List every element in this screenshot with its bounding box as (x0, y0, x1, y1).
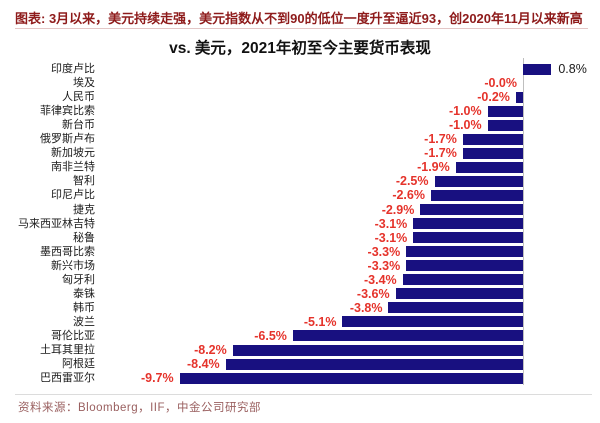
category-label: 人民币 (62, 91, 95, 104)
value-label: -2.6% (392, 188, 425, 203)
category-label: 韩币 (73, 301, 95, 314)
category-label: 捷克 (73, 203, 95, 216)
value-label: -3.4% (363, 272, 397, 287)
value-bar (388, 302, 523, 314)
value-label: -1.0% (448, 118, 482, 133)
value-label: -3.3% (367, 258, 401, 273)
category-label: 新兴市场 (51, 259, 95, 272)
source-note: 资料来源：Bloomberg，IIF，中金公司研究部 (18, 402, 262, 414)
value-label: -1.7% (424, 146, 457, 161)
value-bar (232, 344, 523, 356)
value-bar (487, 105, 523, 117)
plot-area: 印度卢比 0.8% 埃及 -0.0% 人民币 -0.2% 菲律宾比索 -1.0% 新台币 -1.0… (0, 58, 600, 386)
category-label: 泰铢 (73, 287, 95, 300)
category-label: 埃及 (73, 77, 95, 90)
value-label: -5.1% (303, 314, 337, 329)
value-label: -3.1% (374, 230, 408, 245)
value-bar (342, 316, 523, 328)
chart-title: vs. 美元，2021年初至今主要货币表现 (169, 40, 431, 57)
value-bar (292, 330, 523, 342)
value-bar (402, 274, 523, 286)
value-label: -9.7% (140, 371, 174, 386)
value-bar (420, 204, 523, 215)
value-label: 0.8% (558, 62, 587, 76)
category-label: 巴西雷亚尔 (40, 372, 95, 385)
value-label: -3.1% (374, 216, 408, 231)
category-label: 波兰 (73, 315, 95, 328)
value-bar (462, 147, 523, 159)
caption-underline (15, 28, 588, 29)
value-label: -1.9% (417, 160, 450, 175)
category-label: 秘鲁 (73, 231, 95, 244)
value-bar (406, 246, 523, 258)
category-label: 墨西哥比索 (40, 245, 95, 258)
zero-axis-line (523, 58, 524, 386)
value-bar (487, 119, 523, 131)
category-label: 新加坡元 (51, 147, 95, 160)
category-label: 马来西亚林吉特 (18, 217, 95, 230)
value-bar (455, 161, 523, 173)
category-label: 智利 (73, 175, 95, 188)
value-label: -3.3% (367, 244, 401, 259)
category-label: 哥伦比亚 (51, 329, 95, 342)
value-label: -2.9% (381, 202, 415, 217)
value-bar (225, 358, 523, 370)
figure-caption: 图表: 3月以来，美元持续走强，美元指数从不到90的低位一度升至逼近93，创20… (15, 11, 583, 26)
category-label: 印度卢比 (51, 63, 95, 75)
value-label: -8.2% (194, 343, 227, 357)
category-label: 匈牙利 (62, 273, 95, 286)
category-label: 新台币 (62, 119, 95, 132)
category-label: 俄罗斯卢布 (40, 133, 95, 146)
value-bar (406, 260, 523, 272)
value-bar (413, 218, 523, 230)
category-label: 印尼卢比 (51, 189, 95, 202)
value-label: -6.5% (254, 328, 287, 343)
value-label: -0.2% (477, 90, 510, 105)
category-label: 南非兰特 (51, 161, 95, 174)
category-label: 菲律宾比索 (40, 105, 95, 118)
value-bar (523, 63, 552, 75)
value-bar (430, 189, 523, 201)
value-bar (395, 288, 523, 300)
value-label: -2.5% (395, 174, 429, 189)
category-label: 土耳其里拉 (40, 344, 95, 356)
value-bar (179, 372, 523, 384)
value-label: -1.0% (448, 104, 482, 119)
value-bar (515, 91, 523, 103)
value-label: -1.7% (424, 132, 457, 147)
value-label: -8.4% (186, 357, 220, 372)
value-bar (413, 232, 523, 244)
category-label: 阿根廷 (62, 358, 95, 371)
value-label: -3.6% (356, 286, 390, 301)
value-bar (462, 133, 523, 145)
value-bar (434, 175, 523, 187)
value-label: -3.8% (349, 300, 383, 315)
footer-separator (15, 394, 592, 395)
value-label: -0.0% (484, 76, 517, 91)
